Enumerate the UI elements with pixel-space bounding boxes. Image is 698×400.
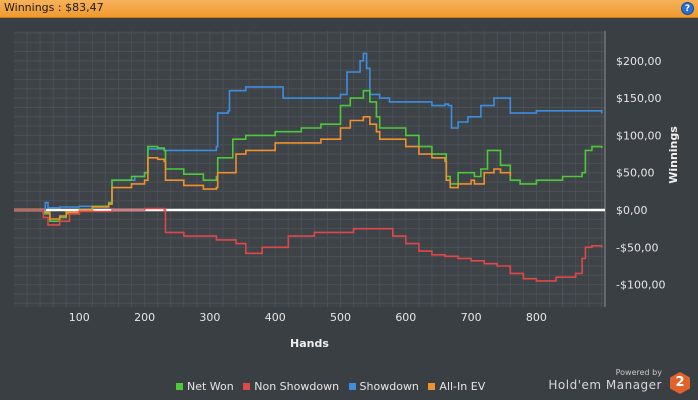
window-title: Winnings : $83,47 [4,1,104,14]
x-tick-label: 500 [330,311,351,324]
powered-by-text: Powered by [615,368,662,377]
plot-area [14,31,605,307]
legend-item-all-in-ev: All-In EV [428,380,485,393]
y-tick-label: $200,00 [616,55,662,68]
y-axis-title: Winnings [667,126,680,184]
legend-label: Non Showdown [254,380,340,393]
x-tick-label: 700 [461,311,482,324]
legend-swatch [243,383,251,390]
legend-label: Net Won [187,380,234,393]
y-tick-label: -$50,00 [616,241,658,254]
legend-swatch [428,383,436,390]
branding: Powered by Hold'em Manager 2 [548,368,690,396]
legend-item-showdown: Showdown [348,380,419,393]
y-tick-label: $0,00 [616,204,648,217]
product-name: Hold'em Manager [548,378,662,392]
help-icon[interactable]: ? [681,2,694,15]
title-bar: Winnings : $83,47 ? [0,0,698,18]
legend-swatch [176,383,183,390]
x-tick-label: 100 [69,311,90,324]
y-tick-label: -$100,00 [616,279,665,292]
legend-swatch [348,383,356,390]
x-tick-label: 800 [526,311,547,324]
y-tick-label: $50,00 [616,167,655,180]
y-tick-label: $150,00 [616,92,662,105]
x-tick-label: 200 [134,311,155,324]
legend-label: Showdown [359,380,419,393]
legend-label: All-In EV [439,380,486,393]
legend-item-non-showdown: Non Showdown [243,380,339,393]
hm2-logo-icon: 2 [670,372,690,394]
series-line-non-showdown [14,207,603,282]
legend-item-net-won: Net Won [176,380,234,393]
x-tick-label: 300 [199,311,220,324]
x-tick-label: 400 [265,311,286,324]
x-axis-title: Hands [290,337,329,350]
y-tick-label: $100,00 [616,129,662,142]
chart-legend: Net Won Non Showdown Showdown All-In EV [176,380,491,393]
winnings-chart: 100 200 300 400 500 600 700 800 $200,00 $150,00 $1… [14,31,680,350]
series-line-all-in-ev [14,116,512,220]
x-tick-label: 600 [395,311,416,324]
